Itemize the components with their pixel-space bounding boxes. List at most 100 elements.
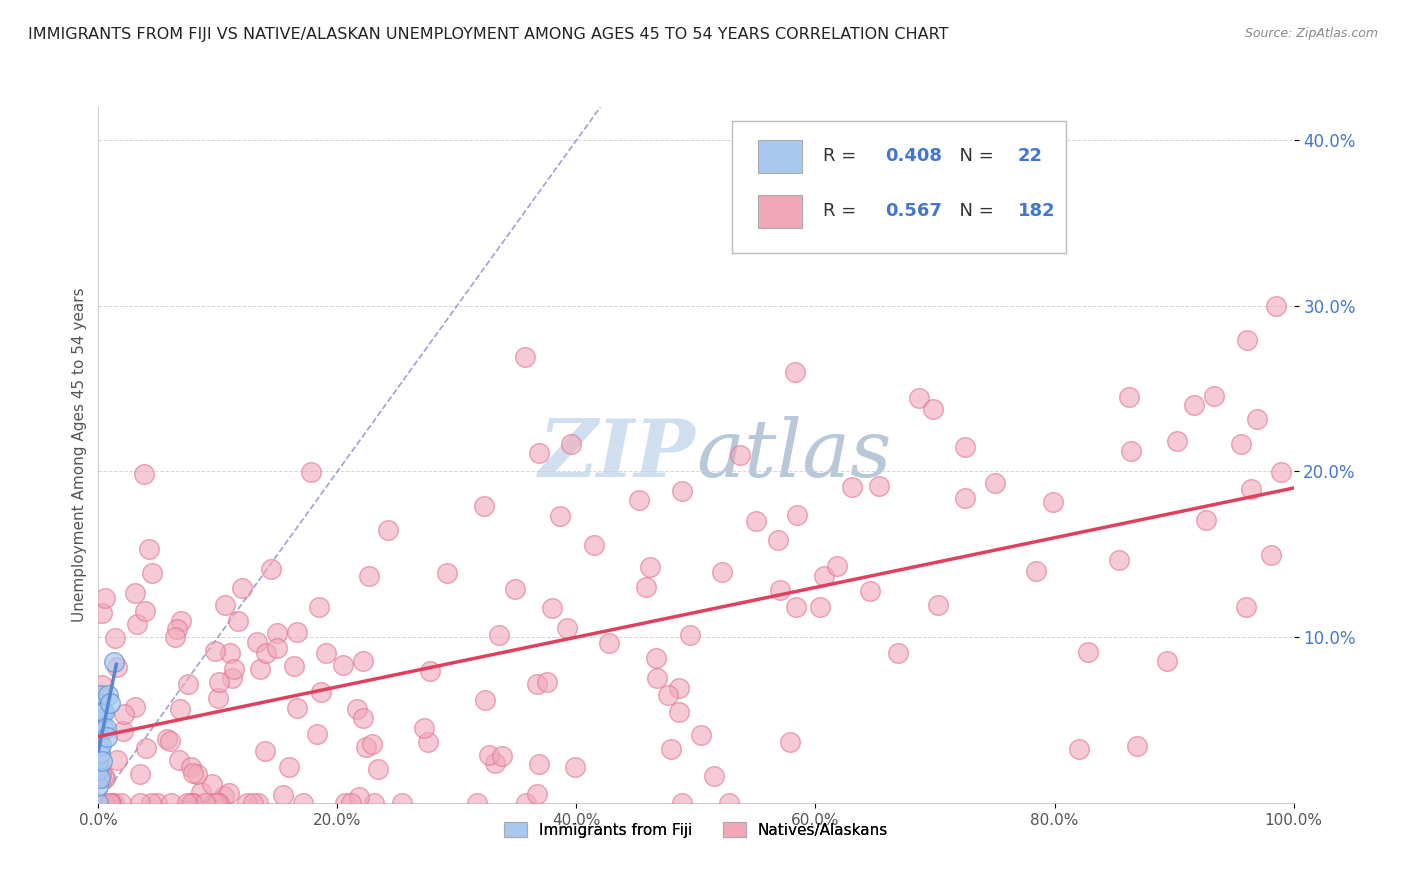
Point xyxy=(825,559,848,574)
Point xyxy=(132,467,155,481)
Point xyxy=(333,796,356,810)
Text: 22: 22 xyxy=(1018,147,1042,165)
Text: 182: 182 xyxy=(1018,202,1054,220)
Point xyxy=(87,713,110,727)
Point xyxy=(291,796,314,810)
Point xyxy=(645,651,668,665)
Point xyxy=(808,600,831,615)
Point xyxy=(181,766,204,780)
Point xyxy=(98,796,121,810)
Point xyxy=(176,796,198,810)
Point xyxy=(204,644,226,658)
Point xyxy=(745,514,768,528)
Text: R =: R = xyxy=(823,147,862,165)
Point xyxy=(299,465,322,479)
Point xyxy=(308,599,330,614)
Point xyxy=(536,675,558,690)
Point xyxy=(983,475,1005,490)
Point xyxy=(474,499,496,513)
Point xyxy=(1270,465,1292,479)
Point xyxy=(91,721,114,735)
Point xyxy=(87,697,110,711)
Point xyxy=(478,747,501,762)
Point xyxy=(488,628,510,642)
Point xyxy=(221,671,243,685)
Point xyxy=(907,391,929,405)
Point xyxy=(91,705,114,719)
Point xyxy=(703,769,725,783)
Point xyxy=(87,763,110,777)
Point xyxy=(107,659,129,673)
Point xyxy=(98,796,121,810)
Point xyxy=(181,796,204,810)
Point xyxy=(768,583,790,598)
Point xyxy=(94,721,117,735)
Point xyxy=(1234,600,1257,615)
Point xyxy=(634,580,657,594)
Point xyxy=(785,599,807,614)
Point xyxy=(513,350,536,364)
Point xyxy=(1069,742,1091,756)
FancyBboxPatch shape xyxy=(758,195,803,227)
Point xyxy=(236,796,259,810)
Point xyxy=(141,566,163,581)
Point xyxy=(254,646,277,660)
Point xyxy=(1236,333,1258,347)
Point xyxy=(169,701,191,715)
Point xyxy=(271,788,294,802)
Point xyxy=(87,738,110,752)
Point xyxy=(332,658,354,673)
Point xyxy=(159,733,181,747)
Point xyxy=(668,705,690,719)
Point xyxy=(169,753,191,767)
Point xyxy=(205,796,228,810)
Point xyxy=(315,646,337,660)
Point xyxy=(208,796,231,810)
Point xyxy=(953,440,976,454)
Point xyxy=(201,777,224,791)
Point xyxy=(564,760,586,774)
Point xyxy=(208,674,231,689)
Point xyxy=(309,685,332,699)
Point xyxy=(1126,739,1149,753)
Point xyxy=(868,478,890,492)
Point xyxy=(87,689,110,703)
Point xyxy=(1108,553,1130,567)
Text: ZIP: ZIP xyxy=(538,417,696,493)
Point xyxy=(212,789,235,803)
Point xyxy=(416,735,439,749)
Point xyxy=(207,690,229,705)
Point xyxy=(307,726,329,740)
Point xyxy=(1260,549,1282,563)
Point xyxy=(922,402,945,417)
Point xyxy=(354,739,377,754)
Point xyxy=(671,484,693,499)
Point xyxy=(659,741,682,756)
Point xyxy=(540,601,562,615)
Point xyxy=(266,626,288,640)
Point xyxy=(786,508,808,522)
Point xyxy=(1246,412,1268,426)
Point xyxy=(194,796,217,810)
Point xyxy=(94,771,117,785)
Point xyxy=(1182,398,1205,412)
Point xyxy=(146,796,169,810)
Point xyxy=(87,755,110,769)
Point xyxy=(128,796,150,810)
Point xyxy=(89,771,111,785)
Point xyxy=(91,606,114,620)
Point xyxy=(1230,437,1253,451)
Point xyxy=(391,796,413,810)
Point xyxy=(419,664,441,678)
Point xyxy=(638,559,661,574)
FancyBboxPatch shape xyxy=(758,140,803,173)
Point xyxy=(87,796,110,810)
Point xyxy=(94,591,117,605)
Point xyxy=(93,769,115,783)
Point xyxy=(671,796,693,810)
Point xyxy=(1195,513,1218,527)
Point xyxy=(134,741,156,756)
Point xyxy=(90,688,112,702)
Text: N =: N = xyxy=(948,147,1000,165)
Point xyxy=(124,586,146,600)
